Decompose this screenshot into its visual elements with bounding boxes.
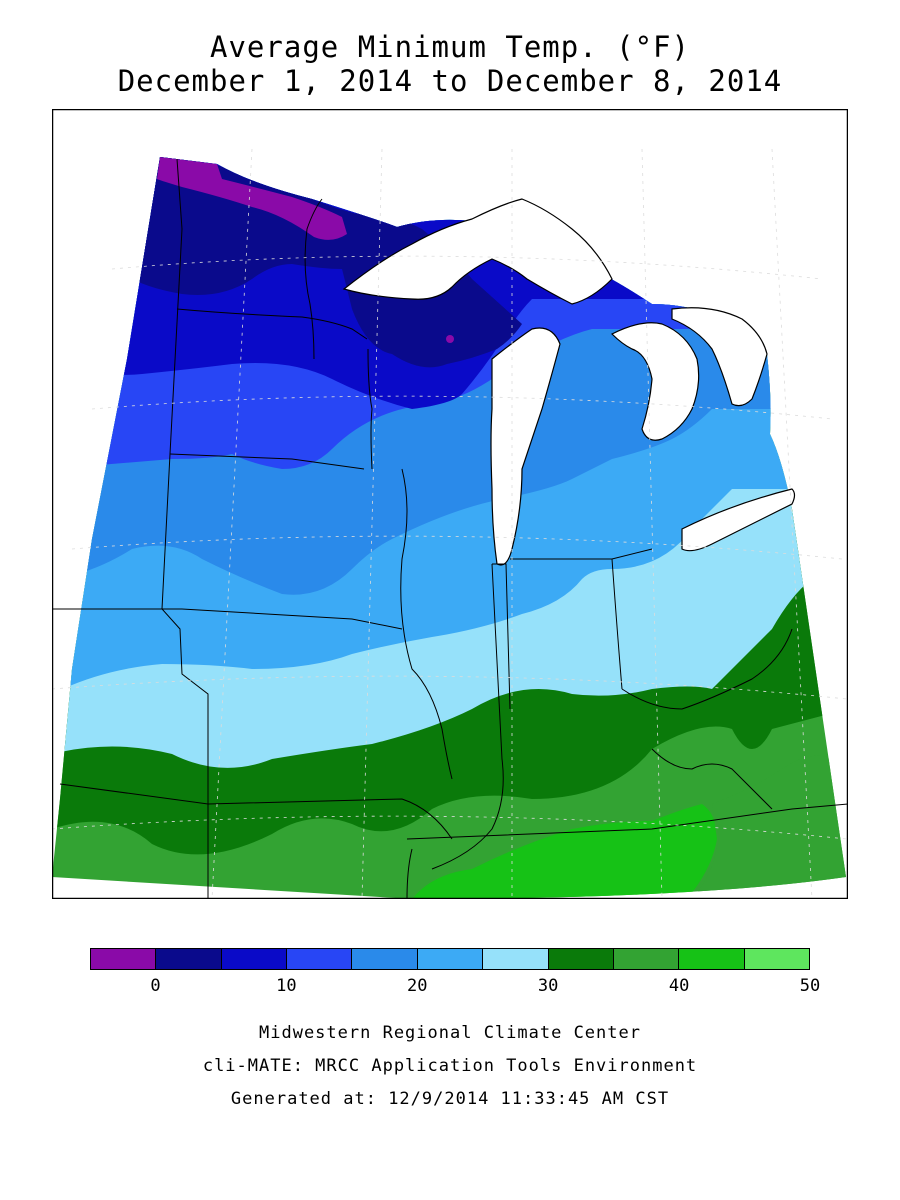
band-below-0 [157, 157, 347, 240]
legend-swatch-5 [417, 949, 484, 969]
legend-swatch-8 [613, 949, 680, 969]
map-canvas [52, 109, 848, 899]
band-below-0-spot [446, 335, 454, 343]
map-subtitle-date-range: December 1, 2014 to December 8, 2014 [117, 64, 783, 98]
legend-label: 30 [537, 976, 559, 996]
legend-label: 50 [799, 976, 821, 996]
graticule [52, 148, 848, 899]
legend-swatch-2 [221, 949, 288, 969]
state-boundaries [52, 158, 848, 899]
lake-erie [681, 488, 796, 552]
lake-superior [342, 198, 613, 305]
ontario-shore [671, 307, 768, 407]
legend-swatch-0 [91, 949, 157, 969]
legend-swatch-10 [744, 949, 809, 969]
legend-swatch-4 [352, 949, 418, 969]
band-40-45 [412, 804, 717, 899]
legend-label: 40 [668, 976, 690, 996]
color-legend: 0 10 20 30 40 50 [90, 948, 820, 996]
footer-tool-name: cli-MATE: MRCC Application Tools Environ… [202, 1056, 698, 1076]
lake-huron [610, 322, 700, 441]
legend-swatch-3 [287, 949, 353, 969]
legend-swatch-6 [483, 949, 549, 969]
great-lakes [342, 198, 796, 566]
footer-generated-timestamp: Generated at: 12/9/2014 11:33:45 AM CST [230, 1089, 670, 1109]
legend-label: 20 [407, 976, 428, 996]
legend-color-bar [90, 948, 810, 970]
legend-swatch-7 [548, 949, 614, 969]
legend-tick-labels: 0 10 20 30 40 50 [90, 970, 820, 996]
legend-swatch-1 [156, 949, 222, 969]
band-35-40-east [692, 755, 846, 899]
map-title: Average Minimum Temp. (°F) [210, 30, 690, 64]
lake-michigan [490, 327, 561, 566]
footer-organization: Midwestern Regional Climate Center [259, 1023, 641, 1043]
legend-label: 10 [276, 976, 297, 996]
legend-label: 0 [150, 976, 161, 996]
temperature-map [52, 109, 848, 899]
legend-swatch-9 [679, 949, 745, 969]
